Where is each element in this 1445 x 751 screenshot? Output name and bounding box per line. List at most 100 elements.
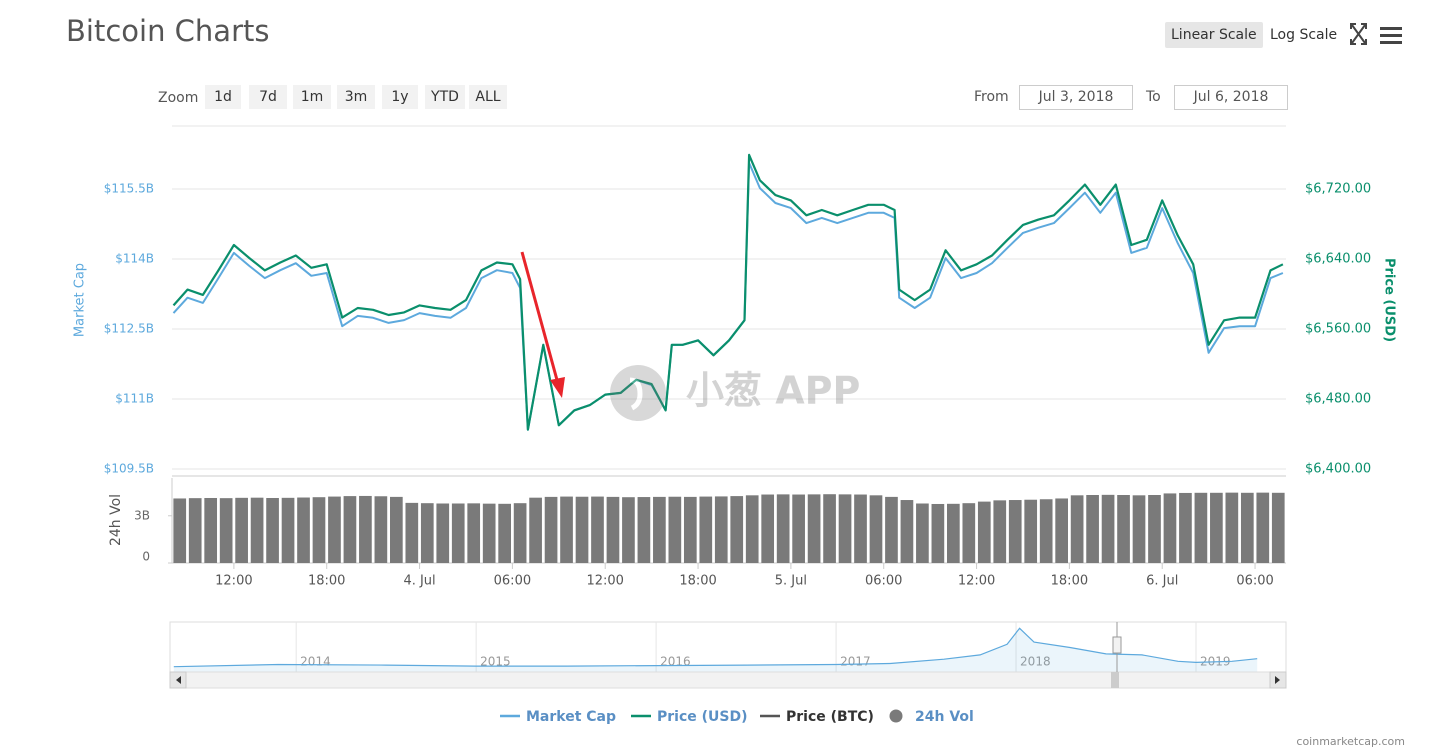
volume-bar xyxy=(807,494,821,563)
x-tick-label: 5. Jul xyxy=(775,574,807,589)
x-tick-label: 12:00 xyxy=(586,574,623,589)
volume-bar xyxy=(390,496,403,563)
linear-scale-button[interactable]: Linear Scale xyxy=(1165,22,1263,48)
volume-bar xyxy=(838,494,852,563)
from-input[interactable]: Jul 3, 2018 xyxy=(1019,85,1133,110)
volume-bar xyxy=(730,496,744,563)
volume-bar xyxy=(343,496,357,563)
x-tick-label: 18:00 xyxy=(308,574,345,589)
volume-bar xyxy=(405,502,419,563)
zoom-button[interactable]: 7d xyxy=(249,85,287,109)
volume-bar xyxy=(683,496,697,563)
annotation-arrow xyxy=(520,251,565,398)
zoom-button[interactable]: 1d xyxy=(205,85,241,109)
volume-bar xyxy=(467,503,481,563)
x-tick-label: 06:00 xyxy=(865,574,902,589)
y-tick-label: 3B xyxy=(134,508,150,522)
scrollbar-thumb[interactable] xyxy=(1111,672,1119,688)
volume-bar xyxy=(297,497,310,563)
navigator-tick-label: 2015 xyxy=(480,655,511,669)
legend-label: Price (USD) xyxy=(657,709,748,725)
watermark: 小葱 APP xyxy=(610,365,860,421)
volume-bar xyxy=(977,501,991,563)
volume-bar xyxy=(714,496,728,563)
scroll-left-arrow xyxy=(176,676,181,684)
legend-label: Market Cap xyxy=(526,709,616,725)
y2-tick-label: $6,560.00 xyxy=(1305,322,1371,337)
volume-bar xyxy=(1163,493,1177,563)
to-input[interactable]: Jul 6, 2018 xyxy=(1174,85,1288,110)
y-tick-label: $114B xyxy=(115,252,154,266)
volume-bar xyxy=(1179,492,1192,563)
volume-bar xyxy=(653,496,666,563)
volume-bar xyxy=(823,494,836,563)
volume-bar xyxy=(931,503,945,563)
zoom-button[interactable]: 3m xyxy=(337,85,375,109)
volume-bar xyxy=(916,503,929,563)
volume-bar xyxy=(1271,492,1285,563)
zoom-button[interactable]: 1m xyxy=(293,85,331,109)
volume-bar xyxy=(204,497,218,563)
volume-bar xyxy=(1024,499,1038,563)
x-tick-label: 18:00 xyxy=(1051,574,1088,589)
x-tick-label: 18:00 xyxy=(679,574,716,589)
volume-bar xyxy=(1086,495,1099,563)
volume-bar xyxy=(420,503,434,563)
y-tick-label: $109.5B xyxy=(104,462,154,476)
volume-bar xyxy=(250,497,264,563)
volume-bar xyxy=(374,496,388,563)
y-axis-title: Market Cap xyxy=(73,263,88,337)
volume-bar xyxy=(451,503,465,563)
fullscreen-icon[interactable] xyxy=(1350,23,1367,45)
zoom-label: Zoom xyxy=(158,90,199,106)
x-tick-label: 06:00 xyxy=(1236,574,1273,589)
volume-bar xyxy=(962,503,976,563)
volume-bar xyxy=(1256,492,1270,563)
volume-bar xyxy=(1210,492,1223,563)
volume-bar xyxy=(776,494,790,563)
volume-bar xyxy=(622,497,635,563)
volume-bar xyxy=(1132,495,1146,563)
log-scale-button[interactable]: Log Scale xyxy=(1270,27,1338,43)
x-tick-label: 12:00 xyxy=(215,574,252,589)
x-tick-label: 4. Jul xyxy=(403,574,435,589)
volume-bar xyxy=(575,496,589,563)
volume-bar xyxy=(1008,500,1022,563)
from-label: From xyxy=(974,89,1009,105)
y-axis-title: 24h Vol xyxy=(108,494,124,546)
volume-bar xyxy=(1039,499,1053,563)
volume-bar xyxy=(637,497,651,563)
volume-bar xyxy=(1055,498,1068,563)
zoom-button[interactable]: YTD xyxy=(425,85,465,109)
volume-bar xyxy=(1101,494,1115,563)
volume-bar xyxy=(1240,492,1254,563)
y-tick-label: $115.5B xyxy=(104,182,154,196)
volume-bar xyxy=(591,496,604,563)
volume-bar xyxy=(328,496,341,563)
navigator-handle[interactable] xyxy=(1112,636,1122,654)
y2-axis-title: Price (USD) xyxy=(1382,258,1397,342)
scroll-right-arrow xyxy=(1275,676,1280,684)
menu-icon[interactable] xyxy=(1380,27,1402,44)
volume-bar xyxy=(745,495,759,563)
series-line xyxy=(172,153,1284,431)
navigator-area xyxy=(173,628,1258,672)
volume-bar xyxy=(498,503,511,563)
volume-bar xyxy=(869,495,883,563)
volume-bar xyxy=(560,496,573,563)
zoom-button[interactable]: 1y xyxy=(382,85,418,109)
volume-bar xyxy=(529,497,542,563)
volume-bar xyxy=(1070,495,1084,563)
volume-bar xyxy=(761,494,775,563)
zoom-button[interactable]: ALL xyxy=(469,85,507,109)
volume-bar xyxy=(359,495,372,563)
navigator-tick-label: 2017 xyxy=(840,655,871,669)
volume-bar xyxy=(993,500,1007,563)
volume-bar xyxy=(482,503,496,563)
legend-label: Price (BTC) xyxy=(786,709,874,725)
volume-bar xyxy=(1148,495,1161,563)
volume-bar xyxy=(219,498,233,563)
y2-tick-label: $6,480.00 xyxy=(1305,392,1371,407)
